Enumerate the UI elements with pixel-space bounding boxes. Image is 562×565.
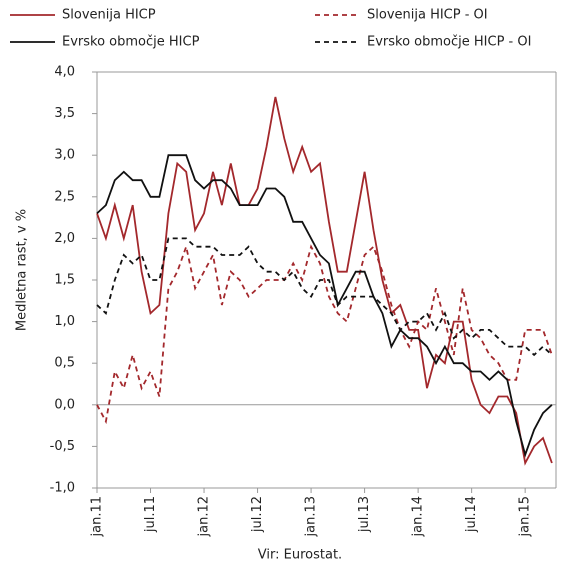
x-tick-label: jul.11: [143, 496, 158, 533]
legend-label: Slovenija HICP: [62, 8, 156, 23]
x-tick-label: jul.14: [464, 496, 479, 533]
source-note: Vir: Eurostat.: [258, 548, 342, 562]
x-tick-label: jan.11: [90, 496, 105, 538]
y-tick-label: 4,0: [54, 65, 75, 80]
y-tick-label: 0,5: [54, 356, 75, 371]
x-tick-label: jan.12: [197, 496, 212, 538]
series-line: [96, 96, 553, 466]
legend-label: Evrsko območje HICP: [62, 35, 200, 50]
y-tick-label: 0,0: [54, 397, 75, 412]
x-tick-label: jul.12: [250, 496, 265, 533]
y-tick-label: 1,5: [54, 273, 75, 288]
y-axis-label: Medletna rast, v %: [15, 209, 30, 331]
y-tick-label: 3,0: [54, 148, 75, 163]
y-tick-label: 2,0: [54, 231, 75, 246]
series-line: [96, 237, 553, 357]
y-tick-label: -0,5: [50, 439, 75, 454]
legend-label: Slovenija HICP - OI: [367, 8, 488, 23]
x-tick-label: jan.14: [411, 496, 426, 538]
y-tick-label: -1,0: [50, 481, 75, 496]
series-line: [96, 243, 553, 425]
series-line: [96, 154, 553, 458]
y-tick-label: 3,5: [54, 106, 75, 121]
x-tick-label: jul.13: [357, 496, 372, 533]
y-tick-label: 2,5: [54, 189, 75, 204]
x-tick-label: jan.13: [304, 496, 319, 538]
legend-label: Evrsko območje HICP - OI: [367, 35, 531, 50]
x-tick-label: jan.15: [518, 496, 533, 538]
y-tick-label: 1,0: [54, 314, 75, 329]
